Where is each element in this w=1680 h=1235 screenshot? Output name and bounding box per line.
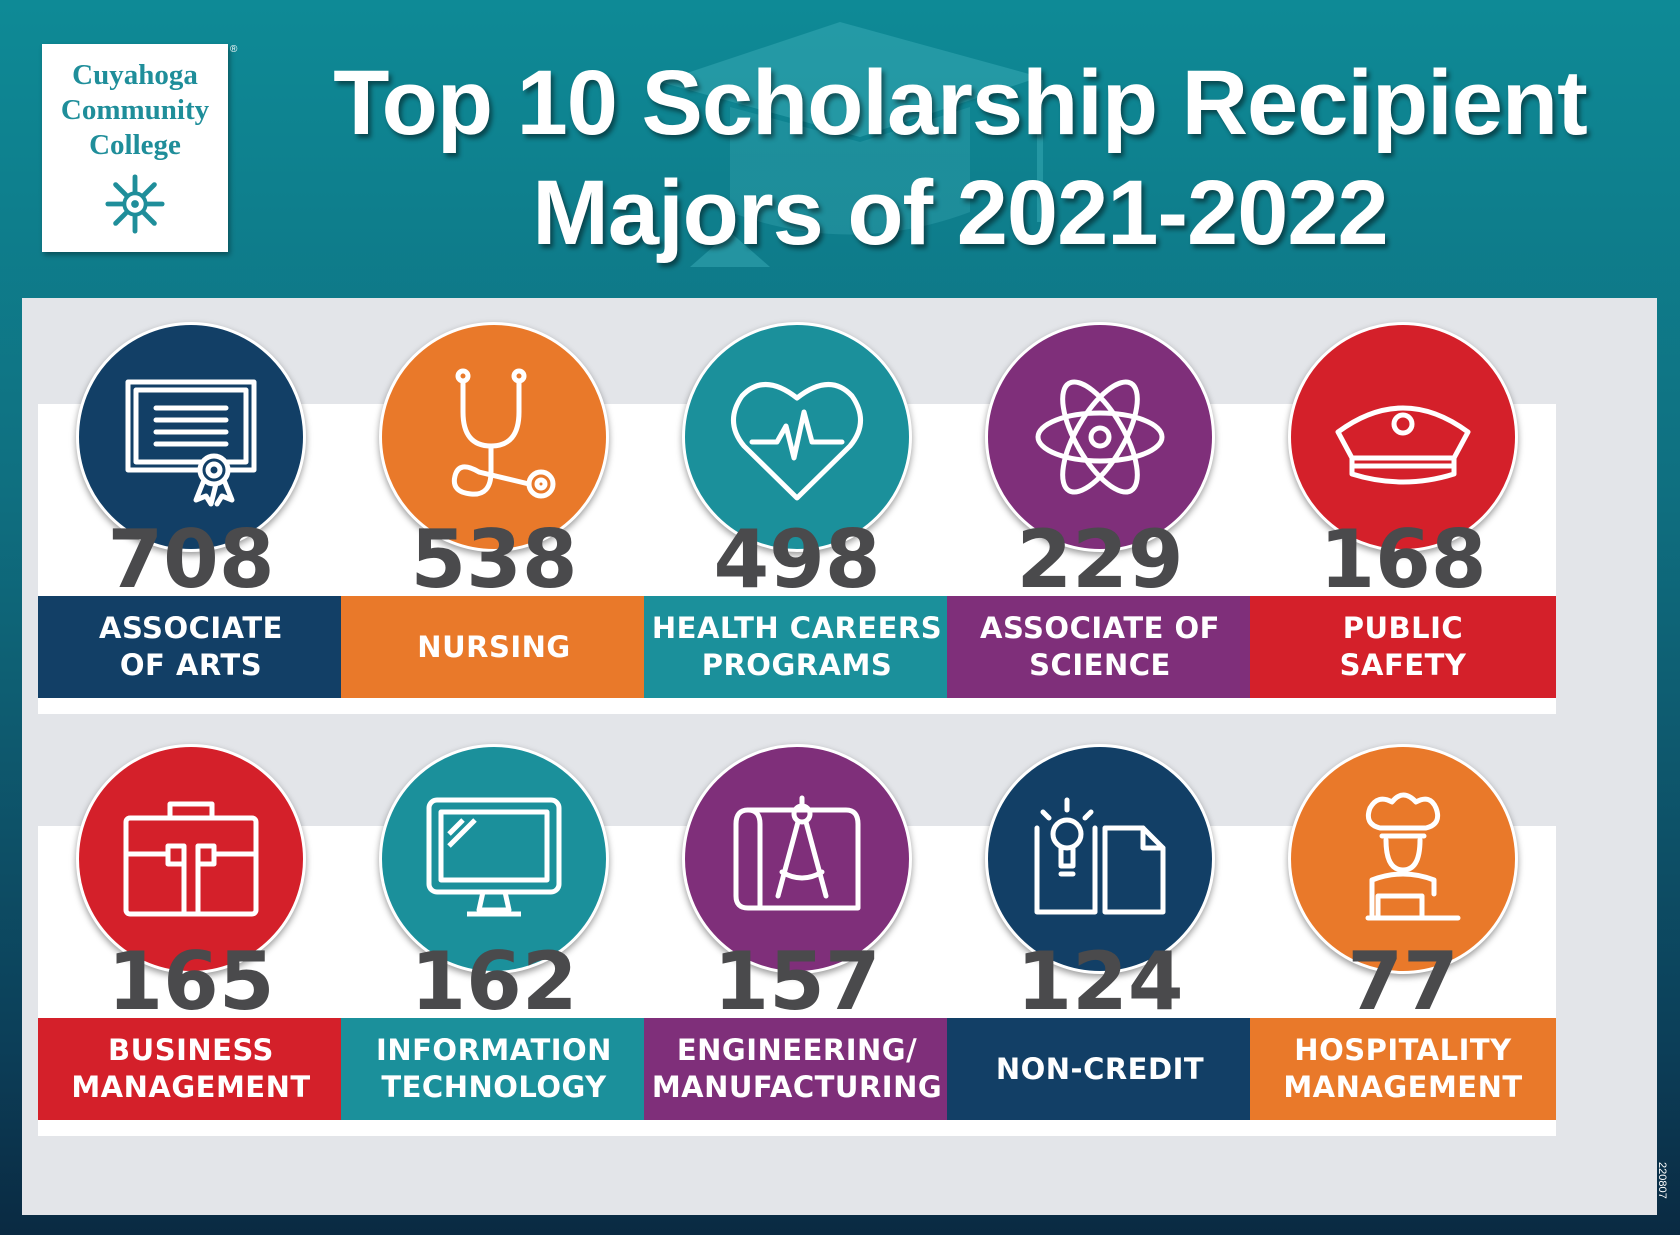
major-value: 498 [713, 513, 881, 606]
compass-blueprint-icon [733, 795, 861, 911]
major-label: HEALTH CAREERS PROGRAMS [644, 596, 950, 698]
major-value: 77 [1347, 935, 1459, 1028]
atom-icon [1035, 379, 1165, 495]
graduation-cap-icon [660, 22, 1043, 267]
registered-mark: ® [230, 44, 238, 55]
monitor-icon [426, 797, 562, 917]
title-line-2: Majors of 2021-2022 [532, 162, 1388, 264]
page-title: Top 10 Scholarship Recipient Majors of 2… [250, 48, 1670, 268]
diploma-icon [125, 379, 257, 507]
logo-line-2: Community [60, 94, 210, 126]
major-icon-circle [682, 744, 912, 974]
major-icon-circle [76, 744, 306, 974]
major-icon-circle [985, 322, 1215, 552]
major-label: NON-CREDIT [947, 1018, 1253, 1120]
major-value: 538 [410, 513, 578, 606]
major-icon-circle [379, 322, 609, 552]
document-code: 220807 [1656, 1162, 1668, 1199]
major-value: 168 [1319, 513, 1487, 606]
title-line-1: Top 10 Scholarship Recipient [333, 52, 1587, 154]
heartbeat-icon [731, 382, 863, 501]
major-value: 162 [410, 935, 578, 1028]
major-value: 708 [107, 513, 275, 606]
logo-line-1: Cuyahoga [72, 59, 198, 91]
major-value: 157 [713, 935, 881, 1028]
major-label: BUSINESS MANAGEMENT [38, 1018, 344, 1120]
book-lightbulb-icon [1034, 797, 1166, 915]
major-value: 229 [1016, 513, 1184, 606]
briefcase-icon [123, 801, 259, 917]
snowflake-seal-icon [105, 174, 165, 234]
major-icon-circle [682, 322, 912, 552]
major-label: INFORMATION TECHNOLOGY [341, 1018, 647, 1120]
logo-line-3: College [89, 129, 181, 161]
major-icon-circle [1288, 322, 1518, 552]
college-logo: Cuyahoga Community College [42, 44, 228, 252]
police-cap-icon [1335, 405, 1471, 485]
major-icon-circle [1288, 744, 1518, 974]
major-icon-circle [76, 322, 306, 552]
major-icon-circle [985, 744, 1215, 974]
major-label: ENGINEERING/ MANUFACTURING [644, 1018, 950, 1120]
major-value: 124 [1016, 935, 1184, 1028]
major-label: HOSPITALITY MANAGEMENT [1250, 1018, 1556, 1120]
major-label: ASSOCIATE OF ARTS [38, 596, 344, 698]
major-label: ASSOCIATE OF SCIENCE [947, 596, 1253, 698]
chef-icon [1365, 792, 1461, 921]
major-label: PUBLIC SAFETY [1250, 596, 1556, 698]
major-label: NURSING [341, 596, 647, 698]
stethoscope-icon [451, 368, 556, 499]
major-value: 165 [107, 935, 275, 1028]
major-icon-circle [379, 744, 609, 974]
